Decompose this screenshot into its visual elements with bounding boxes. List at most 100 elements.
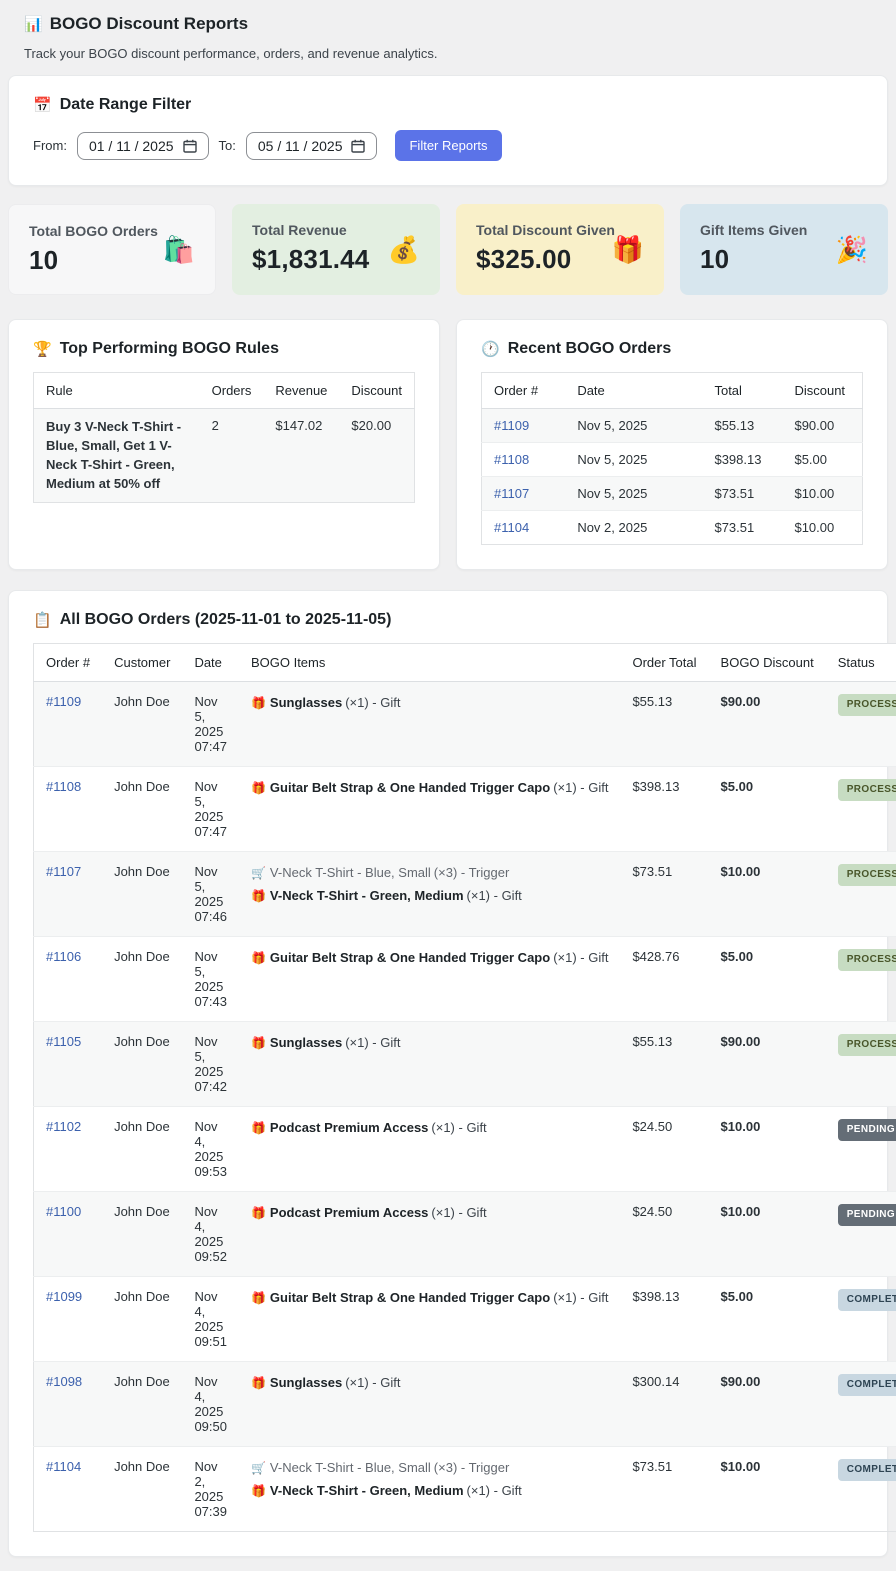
- date-cell: Nov 5, 2025: [565, 443, 702, 477]
- stat-total-discount: Total Discount Given $325.00 🎁: [456, 204, 664, 295]
- status-badge: COMPLETED: [838, 1289, 896, 1311]
- discount-cell: $10.00: [782, 477, 862, 511]
- table-row: #1104 Nov 2, 2025 $73.51 $10.00: [482, 511, 863, 545]
- table-row: #1107 John Doe Nov 5, 2025 07:46 🛒V-Neck…: [34, 852, 896, 937]
- date-cell: Nov 2, 2025: [565, 511, 702, 545]
- status-badge: PROCESSING: [838, 864, 896, 886]
- date-cell: Nov 4, 2025 09:51: [182, 1277, 239, 1362]
- filter-reports-button[interactable]: Filter Reports: [395, 130, 501, 161]
- date-cell: Nov 5, 2025: [565, 477, 702, 511]
- col-discount: Discount: [339, 373, 414, 409]
- order-link[interactable]: #1107: [494, 486, 529, 501]
- discount-cell: $5.00: [709, 1277, 826, 1362]
- page-header: 📊 BOGO Discount Reports Track your BOGO …: [8, 10, 888, 75]
- customer-cell: John Doe: [102, 682, 182, 767]
- status-badge: PROCESSING: [838, 949, 896, 971]
- total-cell: $398.13: [702, 443, 782, 477]
- table-row: #1107 Nov 5, 2025 $73.51 $10.00: [482, 477, 863, 511]
- order-link[interactable]: #1109: [494, 418, 529, 433]
- gift-icon: 🎁: [251, 696, 266, 710]
- order-link[interactable]: #1104: [46, 1459, 81, 1474]
- from-date-value: 01 / 11 / 2025: [89, 138, 174, 154]
- status-badge: COMPLETED: [838, 1374, 896, 1396]
- date-cell: Nov 4, 2025 09:53: [182, 1107, 239, 1192]
- col-order: Order #: [34, 644, 103, 682]
- table-row: #1109 John Doe Nov 5, 2025 07:47 🎁Sungla…: [34, 682, 896, 767]
- items-cell: 🛒V-Neck T-Shirt - Blue, Small(×3) - Trig…: [239, 852, 620, 937]
- gift-icon: 🎁: [251, 951, 266, 965]
- discount-cell: $90.00: [709, 682, 826, 767]
- gift-icon: 🎁: [251, 1291, 266, 1305]
- col-date: Date: [182, 644, 239, 682]
- table-row: #1105 John Doe Nov 5, 2025 07:42 🎁Sungla…: [34, 1022, 896, 1107]
- order-total-cell: $73.51: [620, 852, 708, 937]
- order-link[interactable]: #1108: [46, 779, 81, 794]
- table-row: #1109 Nov 5, 2025 $55.13 $90.00: [482, 409, 863, 443]
- stat-total-revenue: Total Revenue $1,831.44 💰: [232, 204, 440, 295]
- cart-icon: 🛒: [251, 866, 266, 880]
- calendar-icon[interactable]: [183, 139, 197, 153]
- top-rules-table: Rule Orders Revenue Discount Buy 3 V-Nec…: [33, 372, 415, 503]
- table-row: #1098 John Doe Nov 4, 2025 09:50 🎁Sungla…: [34, 1362, 896, 1447]
- table-row: Buy 3 V-Neck T-Shirt - Blue, Small, Get …: [34, 409, 415, 503]
- order-link[interactable]: #1102: [46, 1119, 81, 1134]
- from-date-input[interactable]: 01 / 11 / 2025: [77, 132, 209, 160]
- gift-icon: 🎁: [251, 781, 266, 795]
- order-link[interactable]: #1099: [46, 1289, 82, 1304]
- table-row: #1100 John Doe Nov 4, 2025 09:52 🎁Podcas…: [34, 1192, 896, 1277]
- to-label: To:: [219, 138, 236, 153]
- revenue-cell: $147.02: [263, 409, 339, 503]
- order-link[interactable]: #1107: [46, 864, 81, 879]
- recent-orders-title: 🕐 Recent BOGO Orders: [481, 340, 863, 358]
- order-link[interactable]: #1105: [46, 1034, 81, 1049]
- filter-section-title: 📅 Date Range Filter: [33, 96, 863, 114]
- order-link[interactable]: #1098: [46, 1374, 82, 1389]
- discount-cell: $10.00: [709, 1107, 826, 1192]
- date-cell: Nov 4, 2025 09:52: [182, 1192, 239, 1277]
- order-total-cell: $398.13: [620, 1277, 708, 1362]
- discount-cell: $90.00: [709, 1362, 826, 1447]
- order-total-cell: $55.13: [620, 1022, 708, 1107]
- gift-icon: 🎁: [251, 1036, 266, 1050]
- status-badge: PENDING: [838, 1204, 896, 1226]
- items-cell: 🎁Podcast Premium Access(×1) - Gift: [239, 1192, 620, 1277]
- order-link[interactable]: #1100: [46, 1204, 81, 1219]
- items-cell: 🎁Guitar Belt Strap & One Handed Trigger …: [239, 937, 620, 1022]
- order-link[interactable]: #1106: [46, 949, 81, 964]
- status-badge: PROCESSING: [838, 1034, 896, 1056]
- discount-cell: $5.00: [709, 767, 826, 852]
- table-row: #1099 John Doe Nov 4, 2025 09:51 🎁Guitar…: [34, 1277, 896, 1362]
- order-link[interactable]: #1104: [494, 520, 529, 535]
- party-popper-icon: 🎉: [836, 234, 868, 265]
- gift-icon: 🎁: [251, 1484, 266, 1498]
- from-label: From:: [33, 138, 67, 153]
- col-items: BOGO Items: [239, 644, 620, 682]
- discount-cell: $10.00: [709, 852, 826, 937]
- to-date-input[interactable]: 05 / 11 / 2025: [246, 132, 378, 160]
- discount-cell: $10.00: [782, 511, 862, 545]
- discount-cell: $10.00: [709, 1447, 826, 1532]
- col-date: Date: [565, 373, 702, 409]
- order-link[interactable]: #1108: [494, 452, 529, 467]
- date-cell: Nov 4, 2025 09:50: [182, 1362, 239, 1447]
- order-total-cell: $398.13: [620, 767, 708, 852]
- table-row: #1102 John Doe Nov 4, 2025 09:53 🎁Podcas…: [34, 1107, 896, 1192]
- discount-cell: $5.00: [709, 937, 826, 1022]
- trophy-icon: 🏆: [33, 340, 52, 358]
- page-title: 📊 BOGO Discount Reports: [24, 14, 872, 34]
- cart-icon: 🛒: [251, 1461, 266, 1475]
- gift-icon: 🎁: [251, 1376, 266, 1390]
- order-total-cell: $300.14: [620, 1362, 708, 1447]
- orders-cell: 2: [200, 409, 264, 503]
- customer-cell: John Doe: [102, 1107, 182, 1192]
- gift-icon: 🎁: [251, 889, 266, 903]
- table-row: #1104 John Doe Nov 2, 2025 07:39 🛒V-Neck…: [34, 1447, 896, 1532]
- date-cell: Nov 5, 2025 07:47: [182, 767, 239, 852]
- discount-cell: $90.00: [709, 1022, 826, 1107]
- customer-cell: John Doe: [102, 1277, 182, 1362]
- stat-total-bogo-orders: Total BOGO Orders 10 🛍️: [8, 204, 216, 295]
- order-link[interactable]: #1109: [46, 694, 81, 709]
- all-orders-table: Order # Customer Date BOGO Items Order T…: [33, 643, 896, 1532]
- calendar-icon[interactable]: [351, 139, 365, 153]
